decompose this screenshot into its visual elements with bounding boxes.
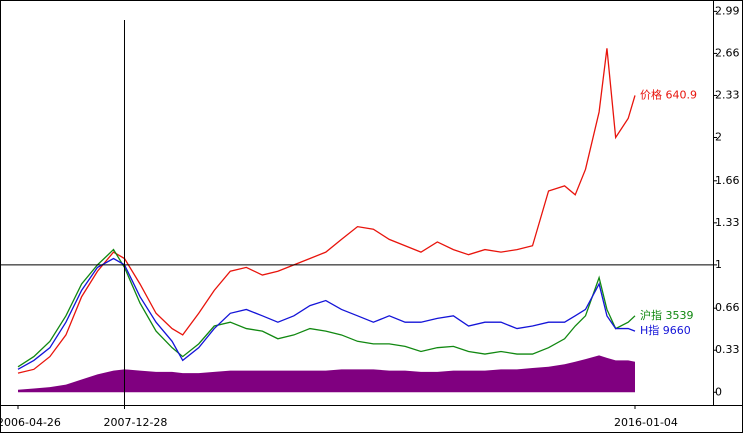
legend-label: 沪指 3539 [640, 308, 694, 322]
legend-label: 价格 640.9 [640, 87, 697, 101]
x-tick-label: 2007-12-28 [103, 416, 167, 429]
y-tick-label: 2.99 [715, 4, 740, 17]
y-tick-label: 0.33 [715, 343, 740, 356]
y-tick-label: 1 [715, 258, 722, 271]
y-tick-label: 2.66 [715, 46, 740, 59]
y-tick-label: 0 [715, 385, 722, 398]
x-tick-label: 2006-04-26 [0, 416, 61, 429]
y-tick-label: 0.66 [715, 301, 740, 314]
y-tick-label: 2.33 [715, 88, 740, 101]
volume-area [18, 355, 635, 393]
y-tick-label: 1.33 [715, 216, 740, 229]
x-tick-label: 2016-01-04 [614, 416, 678, 429]
y-tick-label: 1.66 [715, 174, 740, 187]
legend-label: H指 9660 [640, 323, 691, 337]
y-tick-label: 2 [715, 130, 722, 143]
